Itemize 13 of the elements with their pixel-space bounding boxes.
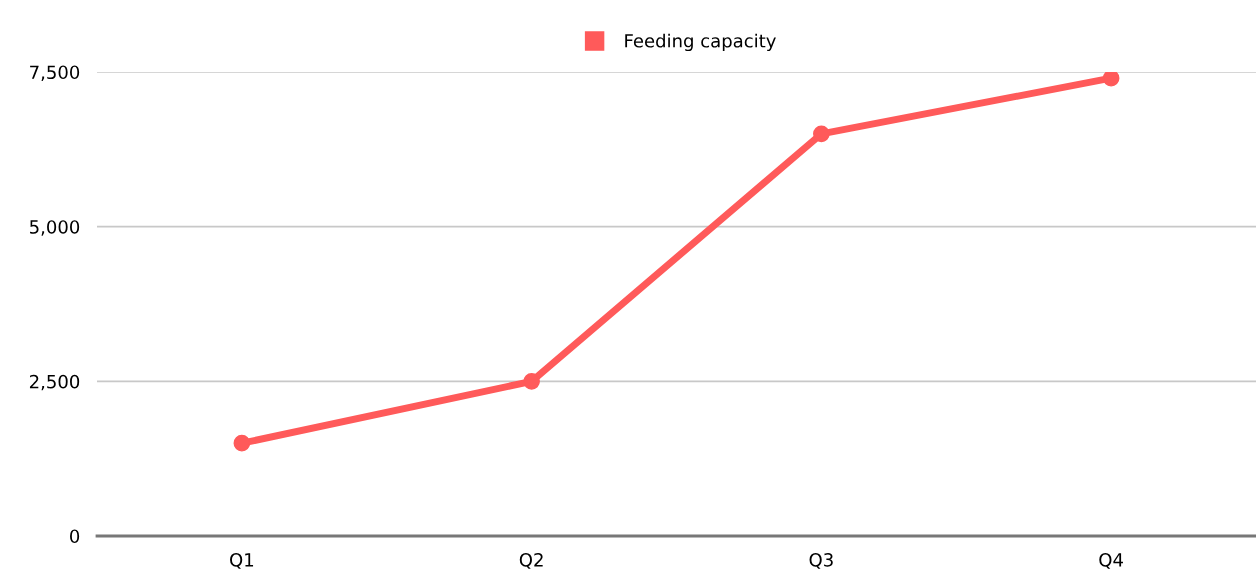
- y-tick-label: 2,500: [29, 374, 80, 391]
- legend-label: Feeding capacity: [625, 33, 776, 52]
- point: [233, 434, 251, 452]
- y-tick-label: 5,000: [30, 220, 80, 236]
- x-tick-label: Q2: [519, 552, 543, 569]
- y-tick-label: 0: [70, 529, 80, 544]
- point: [1102, 72, 1120, 87]
- x-tick-label: Q1: [230, 552, 254, 569]
- point: [813, 125, 830, 143]
- x-tick-label: Q3: [809, 552, 833, 569]
- x-tick-label: Q4: [1099, 552, 1123, 569]
- point: [523, 372, 540, 390]
- y-tick-label: 7,500: [30, 65, 80, 81]
